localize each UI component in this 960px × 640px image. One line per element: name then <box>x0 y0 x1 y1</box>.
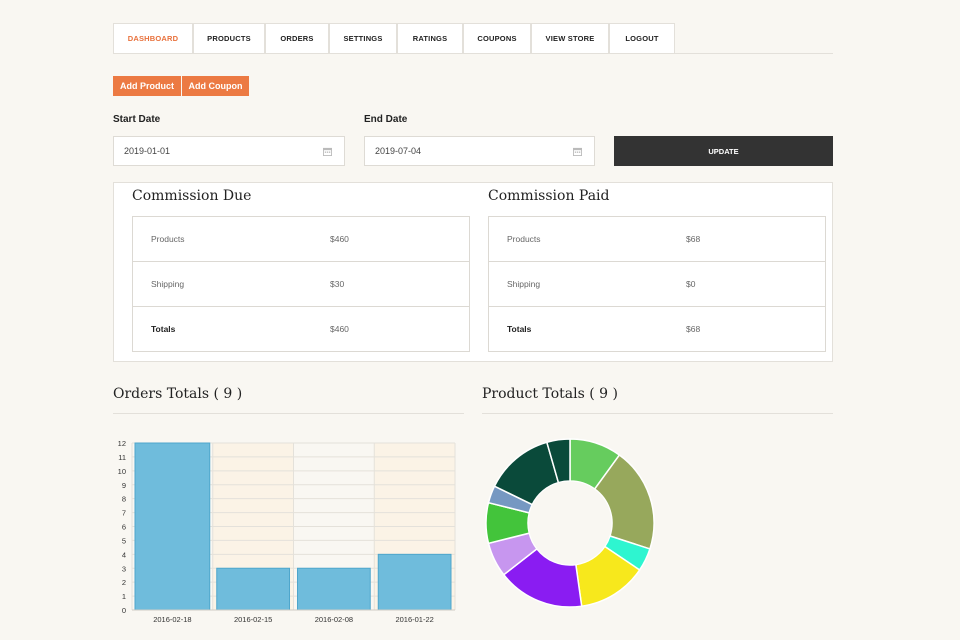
start-date-label: Start Date <box>113 114 161 125</box>
commission-row-label: Shipping <box>151 279 185 289</box>
commission-row-shipping: Shipping $30 <box>133 262 469 307</box>
chart-bar[interactable] <box>297 567 371 611</box>
commission-row-value: $30 <box>330 279 345 289</box>
x-tick-label: 2016-02-15 <box>234 615 272 624</box>
calendar-icon[interactable] <box>573 147 582 156</box>
y-tick-label: 1 <box>122 592 126 601</box>
tab-coupons[interactable]: COUPONS <box>463 23 531 53</box>
commission-row-label: Shipping <box>507 279 541 289</box>
update-button[interactable]: UPDATE <box>614 136 833 166</box>
commission-row-shipping: Shipping $0 <box>489 262 825 307</box>
commission-row-value: $68 <box>686 324 701 334</box>
commission-row-products: Products $68 <box>489 217 825 262</box>
y-tick-label: 2 <box>122 578 126 587</box>
tab-ratings[interactable]: RATINGS <box>397 23 463 53</box>
y-tick-label: 10 <box>118 467 126 476</box>
y-tick-label: 6 <box>122 523 126 532</box>
x-tick-label: 2016-01-22 <box>395 615 433 624</box>
nav-tabs: DASHBOARD PRODUCTS ORDERS SETTINGS RATINGS CO… <box>113 23 833 54</box>
products-divider <box>482 413 833 414</box>
tab-logout[interactable]: LOGOUT <box>609 23 675 53</box>
add-coupon-button[interactable]: Add Coupon <box>182 76 249 96</box>
y-tick-label: 3 <box>122 564 126 573</box>
tab-orders[interactable]: ORDERS <box>265 23 329 53</box>
commission-paid-title: Commission Paid <box>488 188 610 204</box>
products-donut-chart <box>485 438 655 608</box>
add-product-button[interactable]: Add Product <box>113 76 181 96</box>
calendar-icon[interactable] <box>323 147 332 156</box>
tab-dashboard[interactable]: DASHBOARD <box>113 23 193 53</box>
start-date-value: 2019-01-01 <box>124 146 171 156</box>
y-tick-label: 12 <box>118 439 126 448</box>
donut-hole <box>528 481 612 565</box>
tab-settings[interactable]: SETTINGS <box>329 23 397 53</box>
commission-row-products: Products $460 <box>133 217 469 262</box>
commission-due-title: Commission Due <box>132 188 252 204</box>
y-tick-label: 8 <box>122 495 126 504</box>
tab-view-store[interactable]: VIEW STORE <box>531 23 609 53</box>
end-date-input[interactable]: 2019-07-04 <box>364 136 595 166</box>
commission-row-value: $460 <box>330 324 349 334</box>
x-tick-label: 2016-02-08 <box>315 615 353 624</box>
commission-panel: Commission Due Products $460 Shipping $30 To… <box>113 182 833 362</box>
product-totals-title: Product Totals ( 9 ) <box>482 386 618 402</box>
y-tick-label: 0 <box>122 606 126 615</box>
donut-slice[interactable] <box>545 438 571 484</box>
commission-row-label: Products <box>151 234 185 244</box>
orders-totals-title: Orders Totals ( 9 ) <box>113 386 243 402</box>
commission-row-label: Products <box>507 234 541 244</box>
chart-bar[interactable] <box>216 567 290 611</box>
tab-products[interactable]: PRODUCTS <box>193 23 265 53</box>
commission-row-totals: Totals $68 <box>489 307 825 351</box>
y-tick-label: 11 <box>118 453 126 462</box>
end-date-value: 2019-07-04 <box>375 146 422 156</box>
chart-bar[interactable] <box>134 442 211 611</box>
commission-row-value: $0 <box>686 279 696 289</box>
commission-row-label: Totals <box>151 324 176 334</box>
y-tick-label: 7 <box>122 509 126 518</box>
commission-row-value: $68 <box>686 234 701 244</box>
y-tick-label: 5 <box>122 536 126 545</box>
commission-paid-table: Products $68 Shipping $0 Totals $68 <box>488 216 826 352</box>
start-date-input[interactable]: 2019-01-01 <box>113 136 345 166</box>
commission-row-label: Totals <box>507 324 532 334</box>
y-tick-label: 4 <box>122 550 126 559</box>
chart-bar[interactable] <box>377 553 452 611</box>
commission-row-value: $460 <box>330 234 349 244</box>
x-tick-label: 2016-02-18 <box>153 615 191 624</box>
orders-divider <box>113 413 464 414</box>
y-tick-label: 9 <box>122 481 126 490</box>
commission-row-totals: Totals $460 <box>133 307 469 351</box>
end-date-label: End Date <box>364 114 408 125</box>
commission-due-table: Products $460 Shipping $30 Totals $460 <box>132 216 470 352</box>
